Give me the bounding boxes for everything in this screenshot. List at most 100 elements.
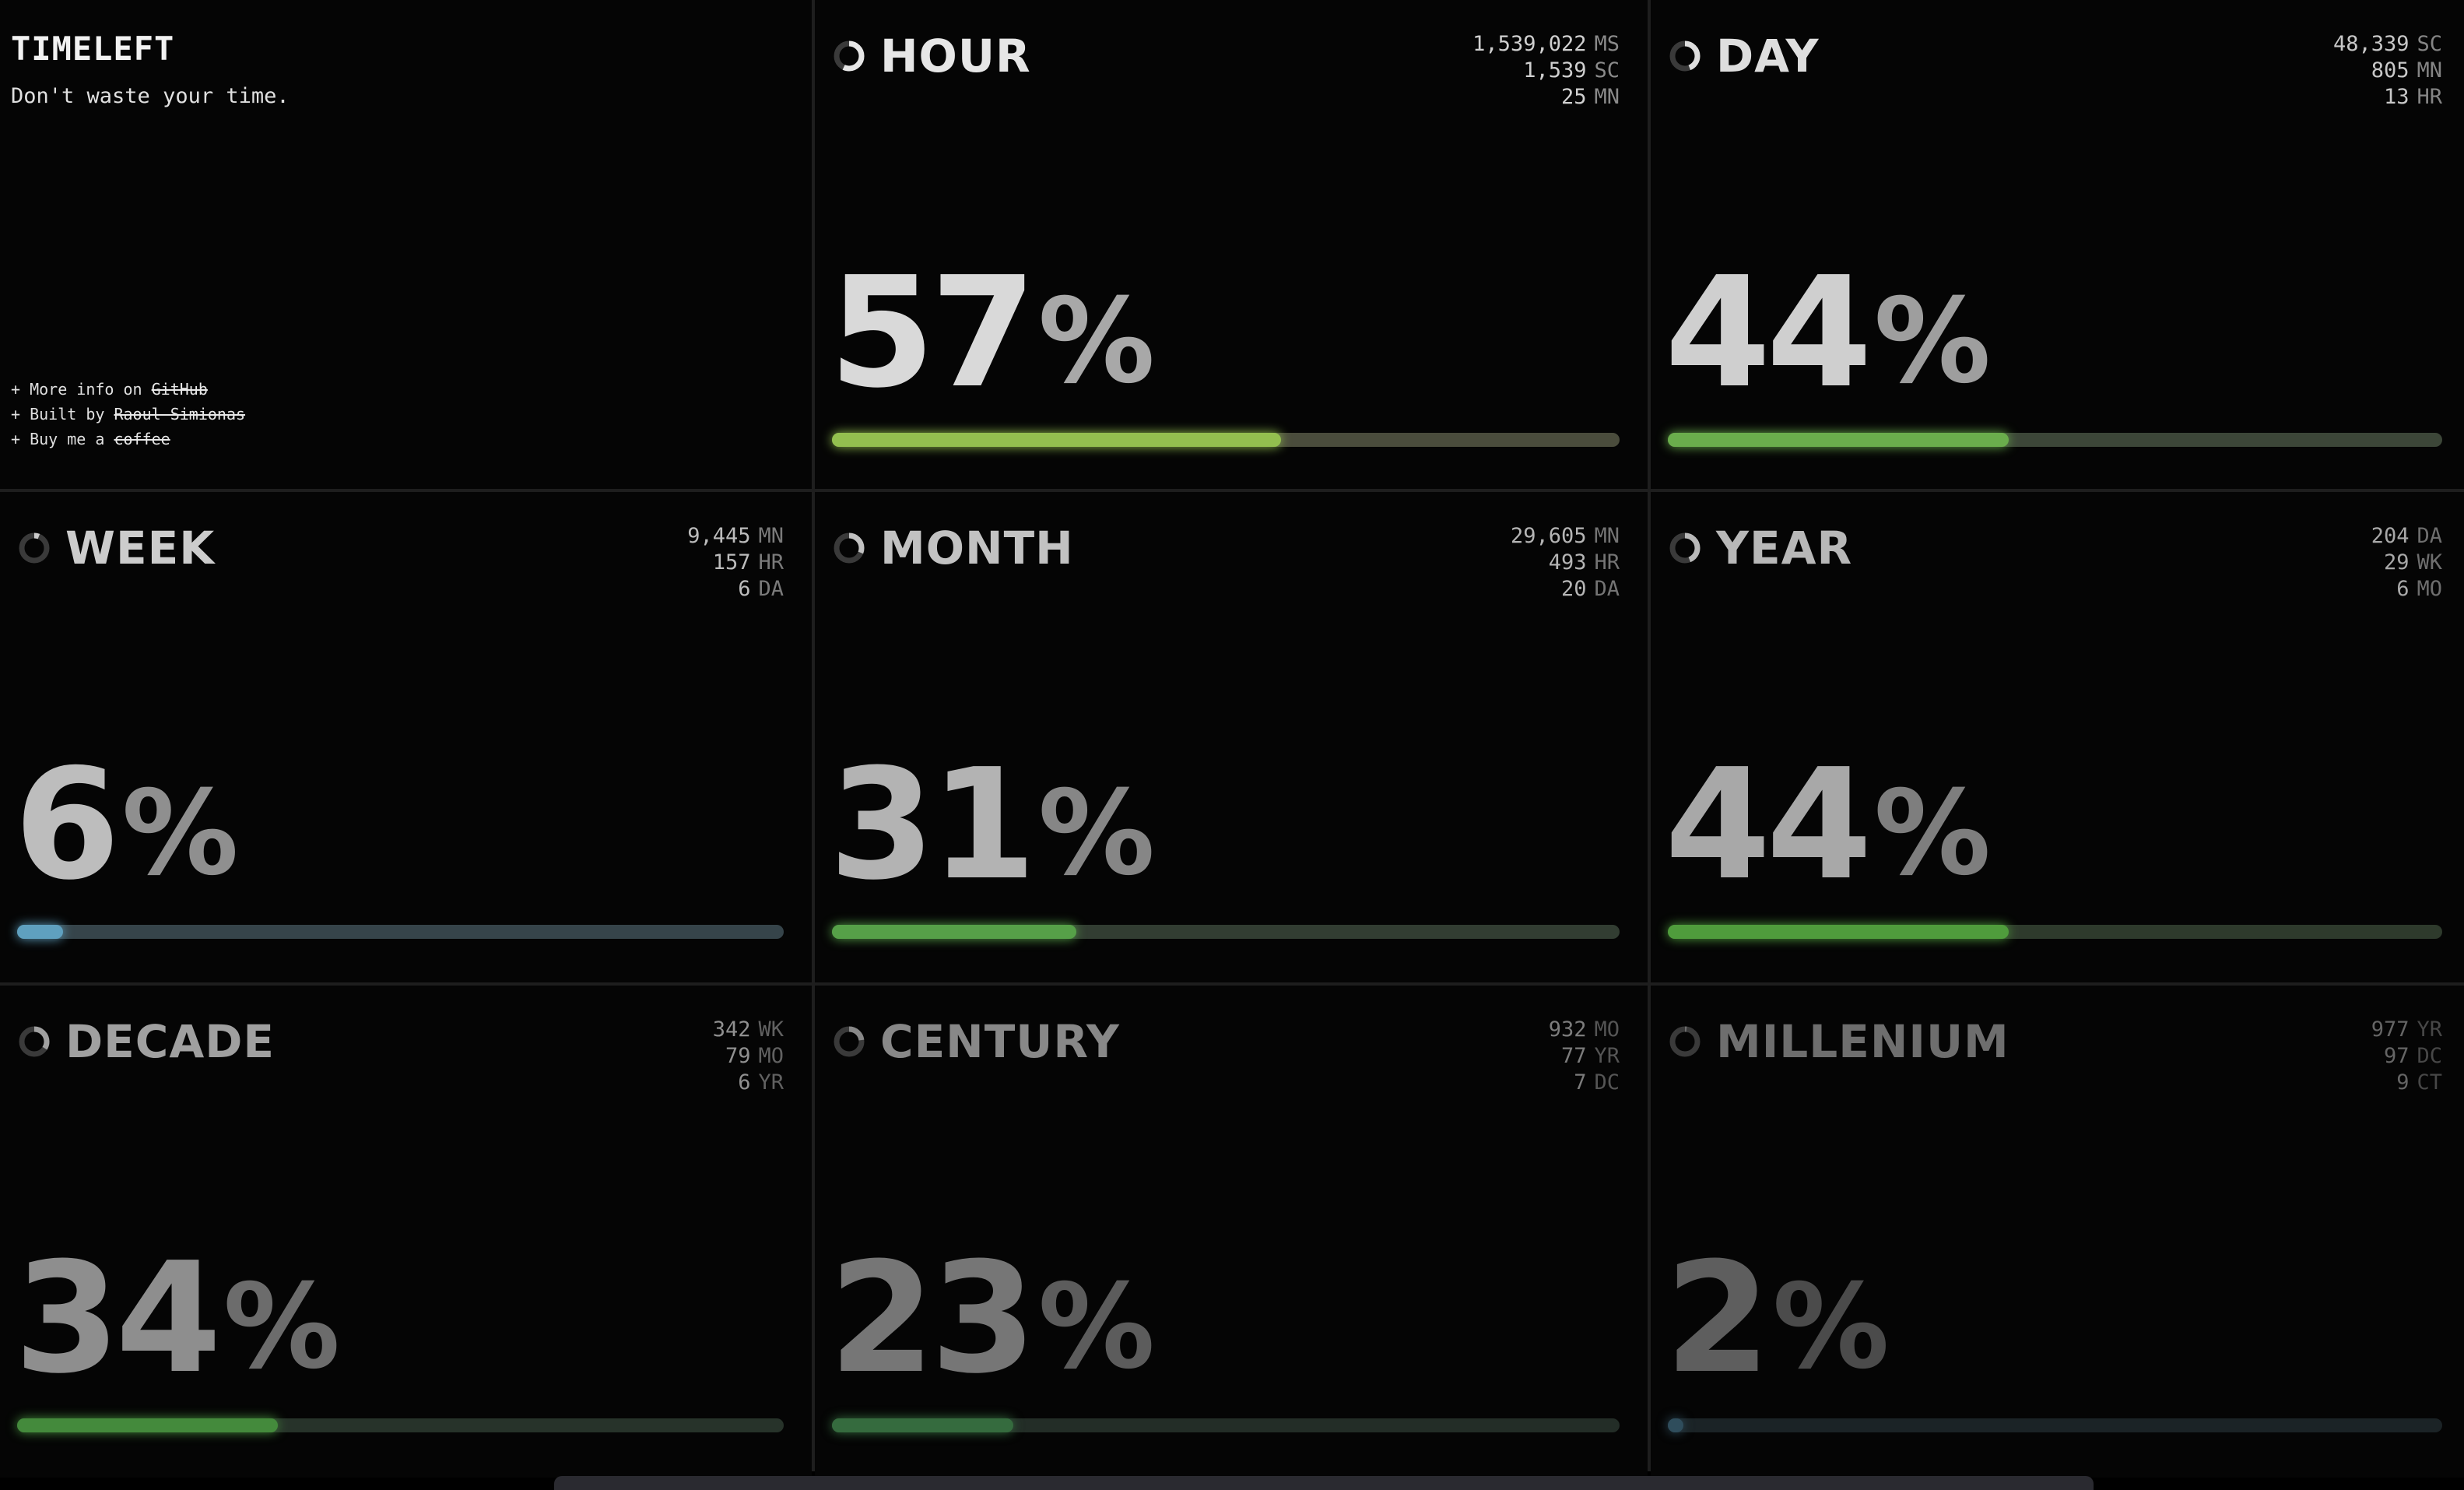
stat-unit: MO	[1594, 1017, 1620, 1042]
stat-value: 1,539	[1523, 58, 1587, 83]
remaining-stats: 204 DA 29 WK 6 MO	[2371, 523, 2442, 603]
stat-value: 977	[2371, 1017, 2410, 1042]
period-label: CENTURY	[880, 1015, 1120, 1068]
percent-value: 31	[829, 736, 1037, 914]
percent-display: 34 %	[14, 1242, 340, 1395]
stat-value: 932	[1548, 1017, 1587, 1042]
stat-unit: SC	[2417, 32, 2442, 56]
app-title: TIMELEFT	[11, 30, 175, 68]
stat-value: 805	[2371, 58, 2410, 83]
stat-value: 20	[1560, 577, 1587, 601]
period-card-century: CENTURY 932 MO 77 YR 7 DC 23 %	[815, 986, 1648, 1478]
progress-fill	[1668, 925, 2009, 939]
stat-row: 1,539,022 MS	[1472, 31, 1620, 58]
stat-unit: DA	[2417, 524, 2442, 548]
percent-sign: %	[223, 1260, 341, 1395]
stat-value: 29	[2383, 550, 2410, 575]
stat-unit: DA	[1594, 577, 1620, 601]
stat-unit: WK	[2417, 550, 2442, 575]
period-header: HOUR	[832, 33, 1031, 79]
progress-ring-icon	[1669, 40, 1701, 72]
remaining-stats: 29,605 MN 493 HR 20 DA	[1511, 523, 1620, 603]
remaining-stats: 977 YR 97 DC 9 CT	[2371, 1017, 2442, 1096]
stat-unit: SC	[1594, 58, 1620, 83]
percent-display: 44 %	[1665, 257, 1991, 409]
stat-row: 1,539 SC	[1472, 58, 1620, 84]
period-header: CENTURY	[832, 1018, 1120, 1065]
percent-display: 31 %	[829, 749, 1155, 901]
period-card-year: YEAR 204 DA 29 WK 6 MO 44 %	[1651, 492, 2464, 982]
stat-value: 77	[1560, 1044, 1587, 1068]
author-link[interactable]: Raoul Simionas	[114, 405, 246, 423]
stat-row: 48,339 SC	[2333, 31, 2442, 58]
stat-row: 932 MO	[1549, 1017, 1620, 1043]
percent-sign: %	[1037, 766, 1156, 901]
progress-track	[1668, 925, 2442, 939]
percent-sign: %	[1873, 274, 1992, 409]
period-card-millenium: MILLENIUM 977 YR 97 DC 9 CT 2 %	[1651, 986, 2464, 1478]
stat-unit: MS	[1594, 32, 1620, 56]
stat-row: 9 CT	[2371, 1070, 2442, 1096]
percent-sign: %	[121, 766, 239, 901]
remaining-stats: 1,539,022 MS 1,539 SC 25 MN	[1472, 31, 1620, 111]
period-card-day: DAY 48,339 SC 805 MN 13 HR 44 %	[1651, 0, 2464, 489]
period-label: MONTH	[880, 522, 1074, 575]
period-label: DAY	[1716, 30, 1820, 83]
stat-value: 13	[2383, 85, 2410, 109]
period-card-month: MONTH 29,605 MN 493 HR 20 DA 31 %	[815, 492, 1648, 982]
progress-track	[17, 925, 784, 939]
percent-sign: %	[1037, 274, 1156, 409]
percent-display: 6 %	[14, 749, 239, 901]
percent-value: 44	[1665, 736, 1873, 914]
stat-value: 48,339	[2332, 32, 2410, 56]
stat-row: 9,445 MN	[687, 523, 784, 550]
stat-row: 13 HR	[2333, 84, 2442, 111]
stat-row: 977 YR	[2371, 1017, 2442, 1043]
remaining-stats: 48,339 SC 805 MN 13 HR	[2333, 31, 2442, 111]
progress-track	[832, 433, 1620, 447]
stat-unit: DC	[1594, 1070, 1620, 1095]
progress-track	[1668, 1418, 2442, 1432]
progress-track	[832, 1418, 1620, 1432]
percent-value: 57	[829, 244, 1037, 422]
progress-fill	[832, 925, 1076, 939]
period-label: MILLENIUM	[1716, 1015, 2009, 1068]
remaining-stats: 342 WK 79 MO 6 YR	[713, 1017, 784, 1096]
github-link[interactable]: GitHub	[151, 380, 208, 399]
stat-row: 805 MN	[2333, 58, 2442, 84]
percent-value: 2	[1665, 1230, 1771, 1407]
stat-row: 29 WK	[2371, 550, 2442, 576]
percent-display: 44 %	[1665, 749, 1991, 901]
progress-fill	[1668, 1418, 1683, 1432]
progress-track	[1668, 433, 2442, 447]
percent-display: 57 %	[829, 257, 1155, 409]
stat-unit: MN	[1594, 524, 1620, 548]
author-link-row: + Built by Raoul Simionas	[11, 405, 246, 423]
percent-value: 6	[14, 736, 120, 914]
progress-fill	[17, 1418, 278, 1432]
stat-unit: MN	[758, 524, 784, 548]
stat-value: 157	[712, 550, 751, 575]
percent-display: 23 %	[829, 1242, 1155, 1395]
stat-unit: MN	[2417, 58, 2442, 83]
stat-row: 20 DA	[1511, 576, 1620, 603]
progress-ring-icon	[834, 1026, 865, 1057]
stat-unit: DA	[758, 577, 784, 601]
stat-unit: CT	[2417, 1070, 2442, 1095]
stat-row: 6 DA	[687, 576, 784, 603]
app-tagline: Don't waste your time.	[11, 84, 290, 108]
stat-unit: WK	[758, 1017, 784, 1042]
stat-row: 342 WK	[713, 1017, 784, 1043]
period-card-hour: HOUR 1,539,022 MS 1,539 SC 25 MN 57 %	[815, 0, 1648, 489]
progress-ring-icon	[19, 1026, 50, 1057]
period-header: WEEK	[17, 525, 215, 571]
stat-value: 9,445	[687, 524, 751, 548]
stat-value: 7	[1574, 1070, 1587, 1095]
progress-ring-icon	[834, 532, 865, 564]
stat-unit: DC	[2417, 1044, 2442, 1068]
coffee-link[interactable]: coffee	[114, 430, 170, 448]
stat-unit: MN	[1594, 85, 1620, 109]
percent-sign: %	[1873, 766, 1992, 901]
period-header: MILLENIUM	[1668, 1018, 2009, 1065]
